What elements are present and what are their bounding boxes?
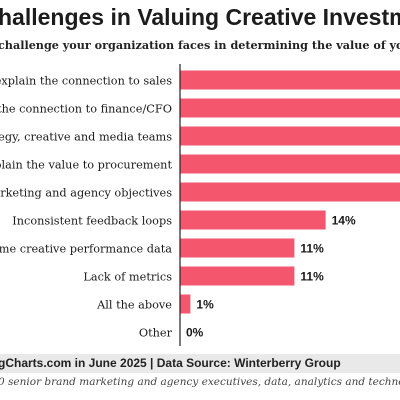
methodology-note-text: 0 senior brand marketing and agency exec…	[0, 376, 400, 388]
chart-title: hallenges in Valuing Creative Investm	[0, 4, 400, 34]
bar	[180, 238, 295, 258]
value-label: 11%	[300, 242, 324, 256]
category-label: f marketing and agency objectives	[0, 187, 172, 200]
category-label: al-time creative performance data	[0, 243, 172, 256]
bar	[180, 98, 400, 118]
bar	[180, 294, 191, 314]
category-label: Lack of metrics	[83, 271, 172, 284]
category-label: Other	[139, 327, 173, 340]
value-label: 11%	[300, 270, 324, 284]
value-label: 1%	[196, 298, 214, 312]
category-label: ain the connection to finance/CFO	[0, 103, 172, 116]
bar	[180, 126, 400, 146]
category-label: strategy, creative and media teams	[0, 131, 172, 144]
bar	[180, 210, 326, 230]
chart-subtitle: challenge your organization faces in det…	[0, 38, 400, 58]
value-label: 0%	[186, 326, 204, 340]
methodology-note: 0 senior brand marketing and agency exec…	[0, 376, 400, 396]
category-label: All the above	[96, 299, 172, 312]
bar-chart: to explain the connection to sales ain th…	[0, 64, 400, 346]
bar	[180, 182, 400, 202]
source-text: gCharts.com in June 2025 | Data Source: …	[0, 356, 341, 370]
bar	[180, 70, 400, 90]
value-label: 14%	[332, 214, 356, 228]
chart-title-text: hallenges in Valuing Creative Investm	[0, 4, 400, 30]
bar	[180, 266, 295, 286]
category-label: Inconsistent feedback loops	[12, 215, 172, 228]
bar	[180, 154, 400, 174]
category-label: to explain the connection to sales	[0, 75, 172, 88]
chart-subtitle-text: challenge your organization faces in det…	[0, 38, 400, 52]
category-label: o explain the value to procurement	[0, 159, 172, 172]
source-bar: gCharts.com in June 2025 | Data Source: …	[0, 354, 400, 373]
